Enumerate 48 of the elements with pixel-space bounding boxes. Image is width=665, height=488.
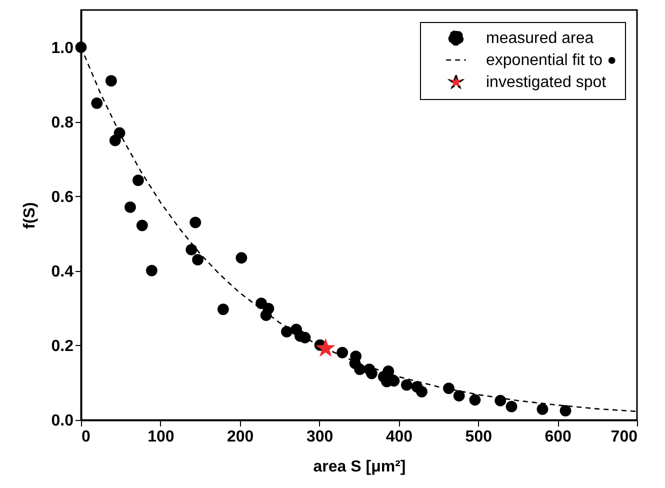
point xyxy=(192,254,204,266)
x-axis-title: area S [μm²] xyxy=(313,458,406,476)
point xyxy=(105,75,117,87)
point xyxy=(400,379,412,391)
x-tick-label: 700 xyxy=(610,428,638,446)
point xyxy=(91,97,103,109)
x-tick-label: 200 xyxy=(227,428,254,446)
x-tick-label: 400 xyxy=(386,428,413,446)
point xyxy=(469,394,481,406)
point xyxy=(443,382,454,394)
point xyxy=(186,244,198,256)
y-axis-title: f(S) xyxy=(21,202,38,229)
point xyxy=(354,364,366,375)
point xyxy=(75,42,87,53)
point xyxy=(506,400,518,412)
point xyxy=(281,326,292,338)
legend-label: measured area xyxy=(486,30,594,47)
legend-label: exponential fit to ● xyxy=(486,52,617,69)
point xyxy=(124,201,136,213)
x-tick-label: 300 xyxy=(306,428,334,446)
point xyxy=(416,386,428,398)
point xyxy=(132,174,144,186)
y-tick-label: 1.0 xyxy=(51,40,74,57)
point xyxy=(146,264,158,276)
y-tick-label: 0.4 xyxy=(51,263,74,280)
y-tick-label: 0.8 xyxy=(51,114,74,132)
point xyxy=(494,394,506,406)
y-tick-label: 0.2 xyxy=(51,338,74,355)
point xyxy=(453,390,465,402)
point xyxy=(316,338,336,357)
point xyxy=(336,346,348,358)
x-tick-label: 500 xyxy=(465,428,492,446)
x-tick-label: 600 xyxy=(544,428,572,446)
y-tick-label: 0.6 xyxy=(51,188,74,206)
point xyxy=(136,220,148,232)
point xyxy=(109,134,121,146)
x-tick-label: 0 xyxy=(82,428,90,446)
point xyxy=(388,375,400,387)
point xyxy=(299,332,311,344)
point xyxy=(560,404,572,416)
point xyxy=(260,310,272,321)
point xyxy=(536,404,548,415)
point xyxy=(190,216,202,228)
y-tick-label: 0.0 xyxy=(51,412,74,430)
point xyxy=(236,252,248,264)
point xyxy=(217,304,229,315)
legend-label: investigated spot xyxy=(486,74,607,91)
x-tick-label: 100 xyxy=(148,428,174,446)
